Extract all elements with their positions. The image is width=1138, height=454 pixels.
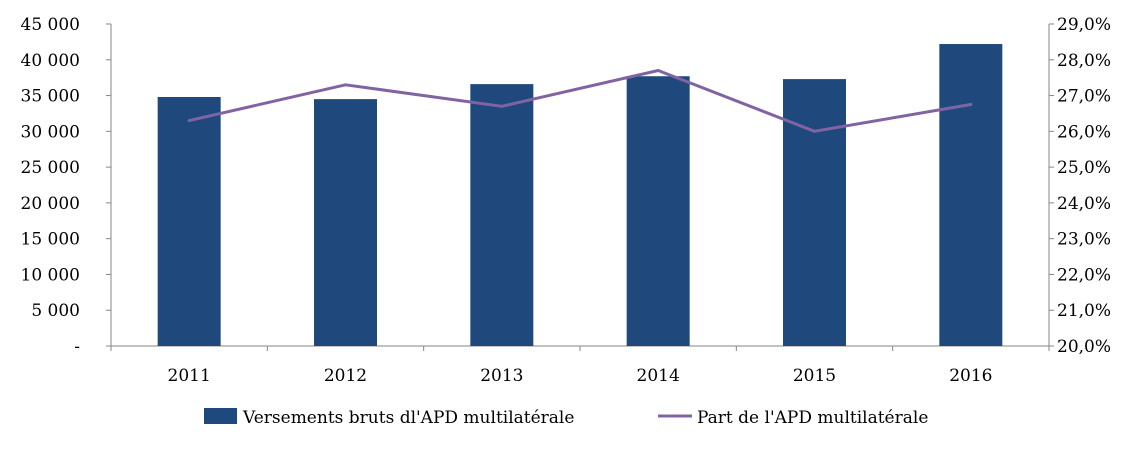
x-tick-label-2012: 2012 bbox=[324, 366, 367, 386]
bar-2012 bbox=[314, 99, 377, 346]
line-point-2015 bbox=[813, 129, 816, 133]
left-axis-ticks: - 5 000 10 000 15 000 20 000 25 000 30 000 35 0… bbox=[21, 15, 111, 357]
legend-bar-swatch bbox=[204, 408, 237, 424]
right-tick-label: 26,0% bbox=[1057, 122, 1111, 142]
bar-2011 bbox=[157, 96, 221, 346]
left-tick-label: - bbox=[74, 337, 80, 357]
left-tick-label: 10 000 bbox=[21, 265, 80, 285]
right-tick-label: 27,0% bbox=[1057, 87, 1111, 107]
axes bbox=[110, 24, 1050, 347]
bar-2016 bbox=[939, 44, 1003, 347]
series-line bbox=[188, 69, 972, 133]
right-tick-label: 29,0% bbox=[1057, 15, 1111, 35]
legend-bar-label: Versements bruts dl'APD multilatérale bbox=[242, 408, 574, 428]
x-axis-ticks: 2011 2012 2013 2014 2015 2016 bbox=[110, 346, 1050, 386]
left-tick-label: 45 000 bbox=[21, 15, 80, 35]
line-point-2014 bbox=[656, 69, 660, 73]
right-axis-ticks: 20,0% 21,0% 22,0% 23,0% 24,0% 25,0% 26,0% 27,0%… bbox=[1049, 15, 1111, 357]
bar-2015 bbox=[783, 79, 846, 346]
right-tick-label: 20,0% bbox=[1057, 337, 1111, 357]
x-tick-label-2011: 2011 bbox=[168, 366, 211, 386]
bar-series bbox=[157, 44, 1003, 347]
legend: Versements bruts dl'APD multilatérale Pa… bbox=[204, 408, 928, 428]
line-point-2012 bbox=[344, 83, 347, 87]
left-tick-label: 15 000 bbox=[21, 230, 80, 250]
legend-line-label: Part de l'APD multilatérale bbox=[697, 408, 928, 428]
x-tick-label-2014: 2014 bbox=[637, 366, 680, 386]
left-tick-label: 25 000 bbox=[21, 158, 80, 178]
right-tick-label: 25,0% bbox=[1057, 158, 1111, 178]
line-point-2011 bbox=[187, 119, 191, 123]
bar-2013 bbox=[470, 84, 534, 347]
line-series bbox=[187, 69, 973, 133]
right-tick-label: 21,0% bbox=[1057, 301, 1111, 321]
line-point-2016 bbox=[969, 103, 973, 106]
right-tick-label: 22,0% bbox=[1057, 265, 1111, 285]
x-tick-label-2015: 2015 bbox=[793, 366, 836, 386]
left-tick-label: 20 000 bbox=[21, 194, 80, 214]
right-tick-label: 28,0% bbox=[1057, 51, 1111, 71]
right-tick-label: 24,0% bbox=[1057, 194, 1111, 214]
left-tick-label: 30 000 bbox=[21, 122, 80, 142]
line-point-2013 bbox=[500, 104, 504, 108]
left-tick-label: 35 000 bbox=[21, 87, 80, 107]
x-tick-label-2016: 2016 bbox=[949, 366, 992, 386]
left-tick-label: 5 000 bbox=[31, 301, 80, 321]
left-tick-label: 40 000 bbox=[21, 51, 80, 71]
x-tick-label-2013: 2013 bbox=[480, 366, 523, 386]
bar-2014 bbox=[626, 76, 690, 346]
right-tick-label: 23,0% bbox=[1057, 230, 1111, 250]
